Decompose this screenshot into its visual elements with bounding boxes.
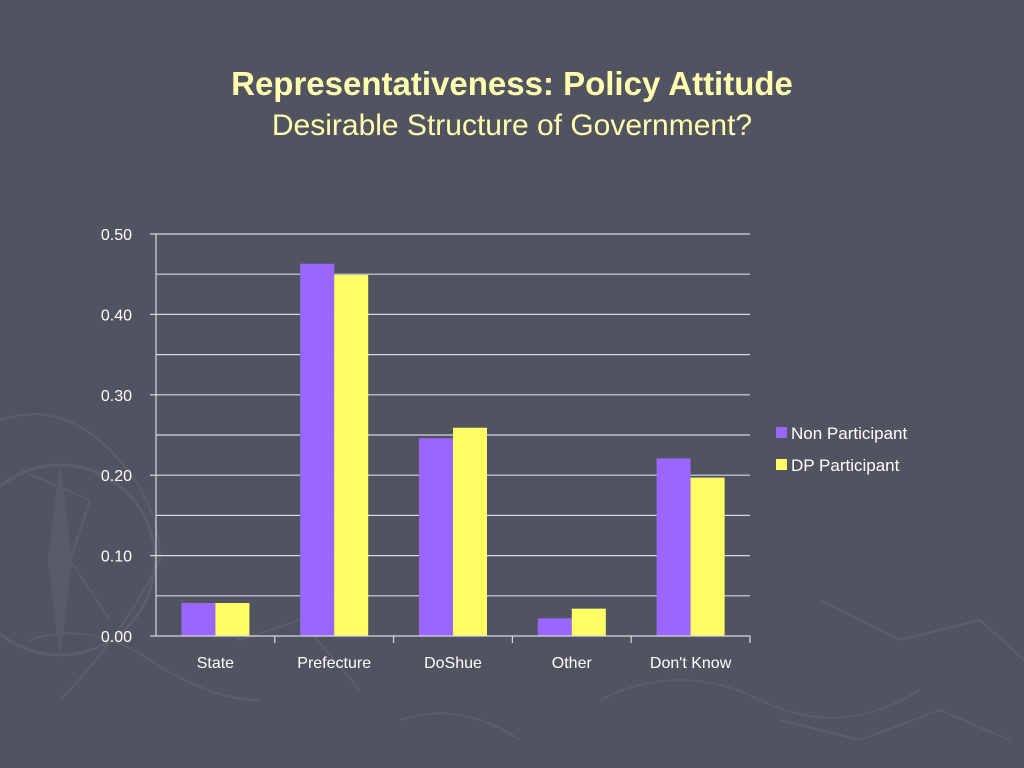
slide-subtitle: Desirable Structure of Government? (271, 109, 753, 142)
x-tick-label: Prefecture (297, 655, 371, 672)
legend-label: Non Participant (791, 424, 908, 443)
bar-dp-participant (571, 608, 606, 636)
y-tick-label: 0.00 (101, 629, 132, 646)
y-tick-label: 0.40 (101, 307, 132, 324)
bars (181, 263, 725, 636)
y-tick-label: 0.30 (101, 388, 132, 405)
legend-swatch (776, 427, 787, 438)
y-tick-label: 0.10 (101, 549, 132, 566)
slide-title: Representativeness: Policy Attitude (231, 65, 793, 102)
legend-label: DP Participant (791, 456, 900, 475)
bar-non-participant (656, 458, 691, 636)
bar-non-participant (181, 603, 216, 636)
bar-non-participant (537, 618, 572, 636)
bar-dp-participant (334, 275, 369, 636)
x-tick-label: DoShue (424, 655, 482, 672)
x-tick-label: Don't Know (650, 655, 732, 672)
x-tick-label: State (197, 655, 234, 672)
bar-dp-participant (453, 427, 487, 636)
bar-non-participant (300, 263, 335, 636)
y-tick-label: 0.20 (101, 468, 132, 485)
legend-swatch (776, 459, 787, 470)
bar-dp-participant (215, 603, 250, 636)
bar-non-participant (419, 438, 453, 636)
x-tick-label: Other (552, 655, 593, 672)
axes: 0.00 0.10 0.20 0.30 0.40 0.50 State Prefecture D… (101, 227, 751, 672)
bar-dp-participant (690, 477, 725, 636)
y-tick-label: 0.50 (101, 227, 132, 244)
title-block: Representativeness: Policy Attitude Desi… (0, 62, 1024, 146)
legend: Non Participant DP Participant (776, 424, 908, 475)
